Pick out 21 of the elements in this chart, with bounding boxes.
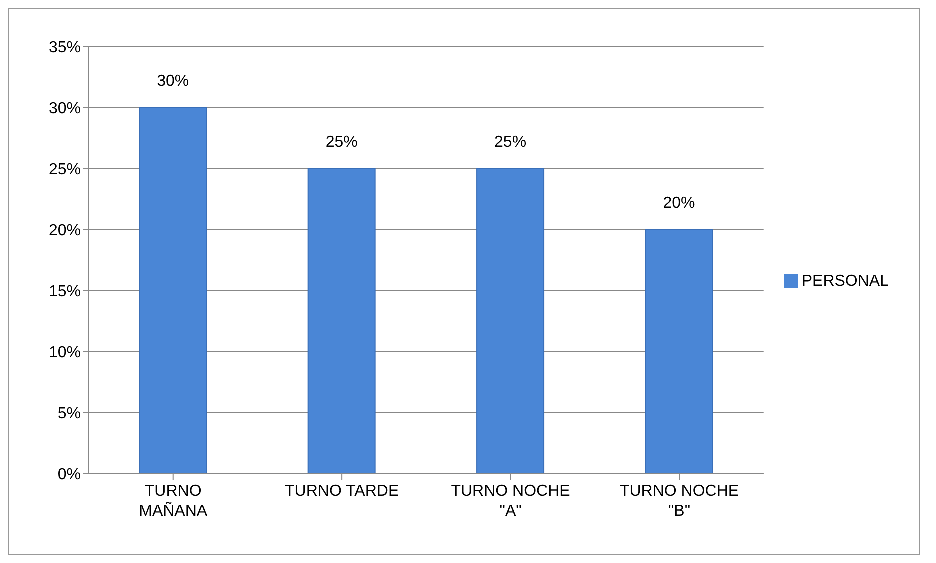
x-tick-label: TURNO NOCHE "B" [620, 483, 740, 520]
y-tick-label: 20% [48, 222, 81, 240]
bar [139, 108, 208, 474]
x-tick-label: TURNO TARDE [285, 483, 400, 500]
y-tick-label: 30% [48, 100, 81, 118]
legend-label: PERSONAL [802, 272, 889, 290]
bar [645, 230, 714, 474]
y-tick-label: 0% [58, 466, 81, 484]
data-label: 20% [663, 195, 696, 212]
x-tick-label: TURNO MAÑANA [139, 483, 208, 520]
bar [476, 168, 545, 474]
y-tick-label: 15% [48, 284, 81, 301]
y-tick-label: 5% [58, 406, 81, 423]
y-tick-label: 35% [48, 40, 81, 57]
data-label: 25% [326, 134, 358, 151]
x-tick-label: TURNO NOCHE "A" [451, 483, 570, 520]
data-label: 25% [494, 134, 527, 151]
bar [308, 168, 376, 474]
y-tick-label: 25% [48, 162, 81, 179]
data-label: 30% [157, 73, 190, 90]
y-tick-label: 10% [48, 344, 81, 362]
